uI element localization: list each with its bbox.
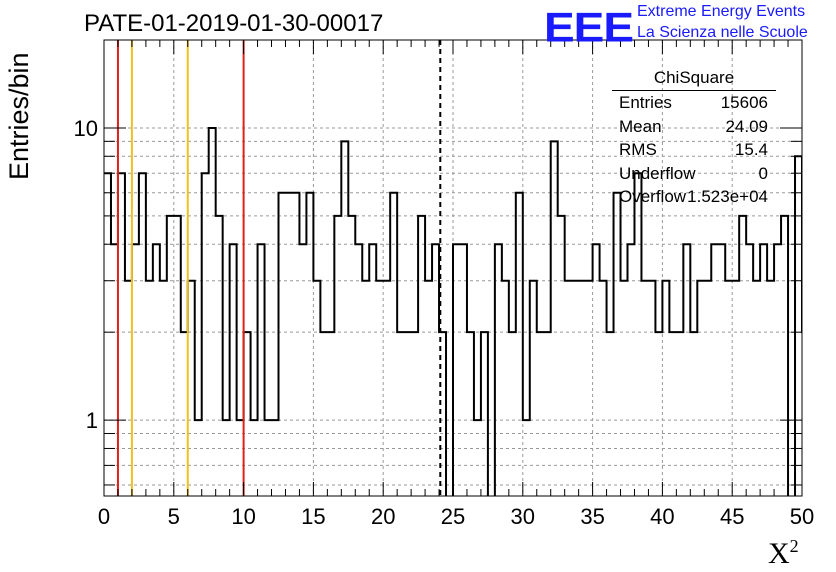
stats-row-underflow: Underflow 0: [612, 162, 780, 186]
histogram-step-line: [104, 126, 802, 496]
stats-key: Mean: [619, 116, 662, 136]
reference-lines: [116, 40, 442, 496]
x-tick-label: 30: [511, 504, 535, 529]
y-tick-label: 1: [86, 408, 98, 433]
stats-row-rms: RMS 15.4: [612, 138, 780, 162]
logo-line-1: Extreme Energy Events: [637, 3, 806, 20]
x-tick-label: 40: [650, 504, 674, 529]
x-tick-label: 0: [98, 504, 110, 529]
stats-key: Underflow: [619, 163, 696, 183]
stats-key: Entries: [619, 93, 672, 112]
stats-row-entries: Entries 15606: [612, 91, 780, 115]
x-tick-label: 15: [301, 504, 325, 529]
stats-key: RMS: [619, 140, 657, 159]
x-tick-label: 20: [371, 504, 395, 529]
axis-tick-labels: 0 5 10 15 20 25 30 35 40 45 50 1 10: [74, 116, 815, 529]
stats-value: 0: [758, 163, 768, 183]
x-tick-label: 35: [580, 504, 604, 529]
x-axis-label-sup: 2: [789, 536, 799, 556]
x-axis-label: X2: [768, 536, 799, 571]
axis-ticks: [103, 40, 803, 496]
stats-value: 15606: [720, 93, 768, 112]
stats-value: 15.4: [734, 140, 768, 159]
eee-logo: EEE: [544, 3, 634, 51]
x-tick-label: 45: [720, 504, 744, 529]
stats-value: 24.09: [725, 116, 768, 136]
x-axis-label-base: X: [768, 537, 790, 570]
stats-value: 1.523e+04: [687, 187, 768, 206]
stats-row-overflow: Overflow 1.523e+04: [612, 185, 780, 209]
x-tick-label: 50: [790, 504, 814, 529]
stats-title: ChiSquare: [612, 68, 776, 91]
histogram-bars: [104, 126, 802, 496]
x-tick-label: 25: [441, 504, 465, 529]
logo-line-2: La Scienza nelle Scuole: [637, 24, 808, 41]
x-tick-label: 5: [168, 504, 180, 529]
x-tick-label: 10: [231, 504, 255, 529]
stats-key: Overflow: [619, 187, 687, 206]
y-tick-label: 10: [74, 116, 98, 141]
y-axis-label: Entries/bin: [4, 52, 34, 180]
chart-title: PATE-01-2019-01-30-00017: [84, 10, 384, 37]
stats-row-mean: Mean 24.09: [612, 115, 780, 139]
stats-box: ChiSquare Entries 15606 Mean 24.09 RMS 15.4…: [612, 68, 780, 209]
